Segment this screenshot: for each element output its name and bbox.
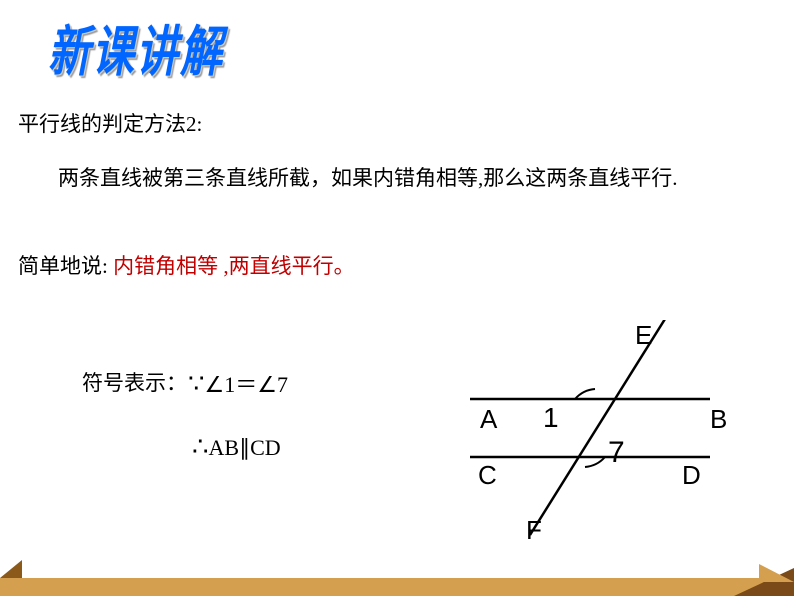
simple-text-row: 简单地说: 内错角相等 ,两直线平行。: [18, 250, 355, 280]
subtitle: 平行线的判定方法2:: [18, 108, 202, 138]
slide-title: 新课讲解: [48, 8, 224, 87]
label-D: D: [682, 460, 701, 491]
footer-band: [0, 578, 794, 596]
label-A: A: [480, 404, 497, 435]
expr1-text: ∠1＝∠7: [205, 372, 288, 397]
symbol-label: 符号表示：: [82, 367, 187, 397]
symbol-expression-1: ∵∠1＝∠7: [188, 367, 288, 399]
label-E: E: [635, 320, 652, 351]
label-F: F: [526, 515, 542, 546]
label-C: C: [478, 460, 497, 491]
body-text: 两条直线被第三条直线所截，如果内错角相等,那么这两条直线平行.: [58, 160, 764, 198]
label-angle7: 7: [608, 436, 625, 470]
angle7-arc: [585, 457, 605, 467]
therefore-symbol: ∴: [192, 432, 209, 461]
simple-content: 内错角相等 ,两直线平行。: [113, 254, 355, 278]
geometry-diagram: A B C D E F 1 7: [440, 320, 750, 550]
because-symbol: ∵: [188, 369, 205, 398]
footer-left-triangle: [0, 578, 40, 596]
label-B: B: [710, 404, 727, 435]
simple-label: 简单地说:: [18, 254, 108, 278]
footer-decoration: [0, 558, 794, 596]
expr2-text: AB∥CD: [209, 435, 281, 460]
symbol-expression-2: ∴AB∥CD: [192, 432, 281, 462]
footer-left-triangle-dark: [0, 560, 22, 578]
angle1-arc: [575, 389, 595, 399]
label-angle1: 1: [543, 402, 559, 434]
footer-right-triangle-light: [759, 564, 794, 582]
diagram-svg: [440, 320, 750, 550]
